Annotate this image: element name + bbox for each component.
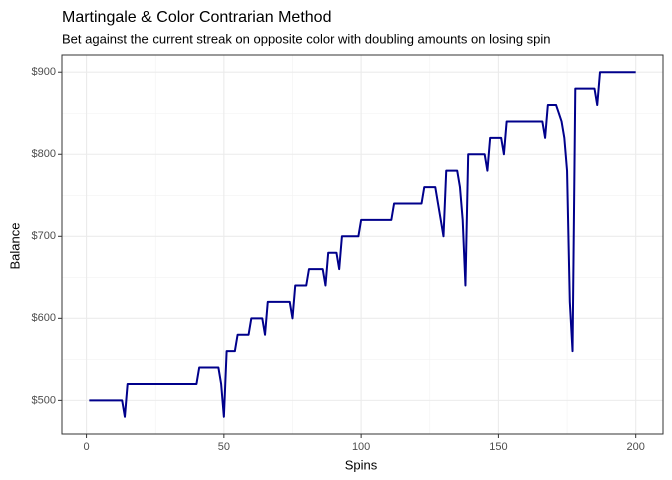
- y-tick-label: $600: [32, 312, 56, 324]
- x-axis-label: Spins: [345, 457, 378, 472]
- y-axis-label: Balance: [7, 223, 22, 270]
- plot-panel: [62, 55, 663, 434]
- y-tick-label: $800: [32, 148, 56, 160]
- chart-subtitle: Bet against the current streak on opposi…: [62, 31, 551, 46]
- chart-title: Martingale & Color Contrarian Method: [62, 9, 331, 26]
- panel-border: [61, 54, 664, 435]
- x-tick-label: 0: [84, 441, 90, 453]
- balance-line: [89, 71, 636, 418]
- y-tick-label: $700: [32, 230, 56, 242]
- x-tick-label: 50: [218, 441, 230, 453]
- y-tick-label: $900: [32, 66, 56, 78]
- x-tick-label: 200: [627, 441, 645, 453]
- y-tick-label: $500: [32, 394, 56, 406]
- x-tick-label: 100: [352, 441, 370, 453]
- x-tick-label: 150: [489, 441, 507, 453]
